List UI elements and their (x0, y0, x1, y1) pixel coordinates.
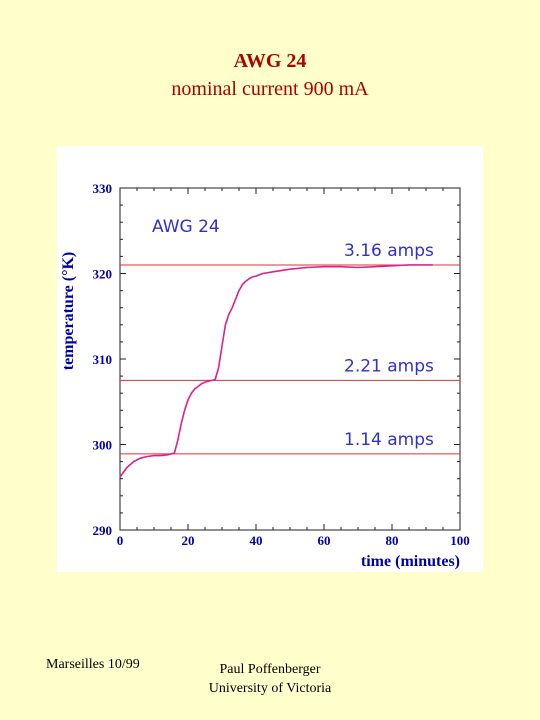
plot-area: 3.16 amps 2.21 amps 1.14 amps AWG 24 (119, 187, 461, 531)
x-axis-label: time (minutes) (361, 553, 460, 570)
chart-panel: temperature (°K) 3.16 amps 2.21 amps 1.14 … (57, 146, 483, 572)
footer-affiliation: University of Victoria (208, 681, 332, 696)
y-tick-label: 320 (93, 267, 113, 282)
y-axis-label-group: temperature (°K) (60, 252, 77, 371)
footer-author: Paul Poffenberger (219, 662, 321, 677)
x-tick-label: 0 (117, 533, 124, 548)
slide-subtitle: nominal current 900 mA (171, 78, 369, 100)
y-tick-label: 300 (93, 438, 113, 453)
inset-label: AWG 24 (152, 217, 220, 237)
y-tick-label: 310 (93, 352, 113, 367)
x-axis-label-group: time (minutes) (361, 553, 460, 570)
x-tick-label: 100 (450, 533, 470, 548)
y-tick-label: 290 (93, 523, 113, 538)
x-tick-label: 60 (318, 533, 331, 548)
reference-label-2: 2.21 amps (344, 356, 434, 376)
temperature-curve-1 (119, 264, 433, 478)
x-tick-label: 20 (182, 533, 195, 548)
slide-title: AWG 24 (233, 50, 307, 72)
footer-event: Marseilles 10/99 (46, 657, 140, 672)
reference-label-3: 1.14 amps (344, 430, 434, 450)
x-tick-label: 40 (250, 533, 263, 548)
y-tick-label: 330 (93, 181, 113, 196)
y-axis-label: temperature (°K) (60, 252, 77, 371)
reference-label-1: 3.16 amps (344, 241, 434, 261)
temperature-chart: temperature (°K) 3.16 amps 2.21 amps 1.14 … (60, 181, 470, 570)
footer-credit: Paul Poffenberger University of Victoria (170, 660, 370, 698)
tick-labels: 0 20 40 60 80 100 290 300 310 320 330 (93, 181, 470, 548)
x-tick-label: 80 (386, 533, 399, 548)
